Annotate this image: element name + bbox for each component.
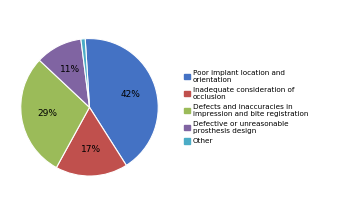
Wedge shape xyxy=(57,107,126,176)
Wedge shape xyxy=(81,39,90,107)
Wedge shape xyxy=(21,60,90,168)
Wedge shape xyxy=(39,39,90,107)
Legend: Poor implant location and
orientation, Inadequate consideration of
occlusion, De: Poor implant location and orientation, I… xyxy=(183,69,309,146)
Text: 42%: 42% xyxy=(120,90,140,99)
Text: 11%: 11% xyxy=(60,65,80,74)
Wedge shape xyxy=(85,39,158,165)
Text: 17%: 17% xyxy=(81,145,101,154)
Text: 29%: 29% xyxy=(37,110,57,118)
